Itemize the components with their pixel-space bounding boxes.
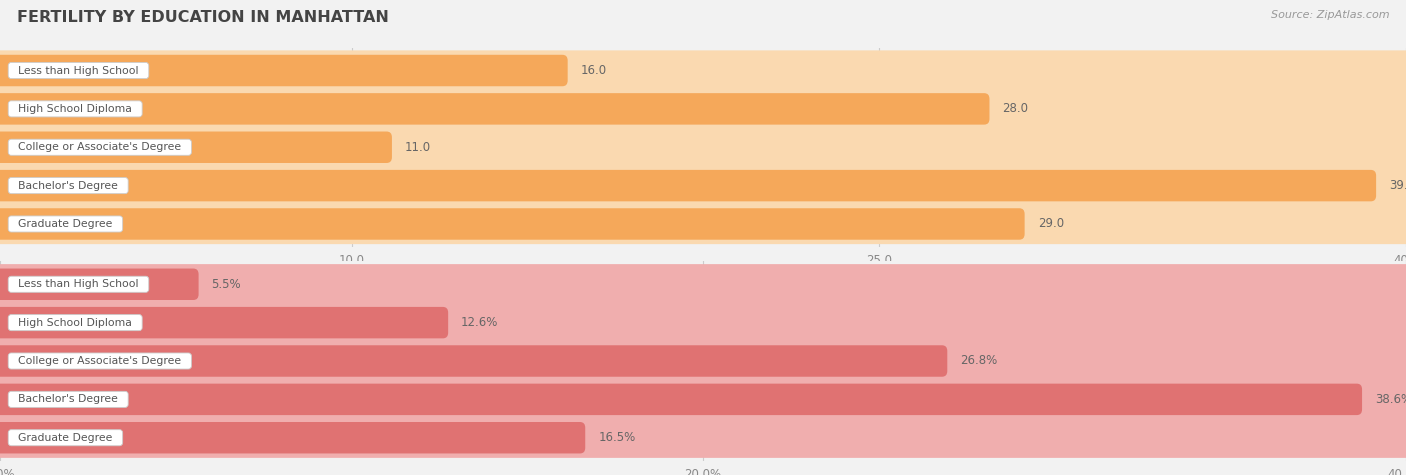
- Text: Source: ZipAtlas.com: Source: ZipAtlas.com: [1271, 10, 1389, 19]
- FancyBboxPatch shape: [0, 89, 1406, 129]
- Text: Bachelor's Degree: Bachelor's Degree: [11, 394, 125, 404]
- FancyBboxPatch shape: [0, 170, 1376, 201]
- FancyBboxPatch shape: [0, 264, 1406, 304]
- FancyBboxPatch shape: [0, 127, 1406, 167]
- Text: Less than High School: Less than High School: [11, 66, 146, 76]
- Text: Bachelor's Degree: Bachelor's Degree: [11, 180, 125, 190]
- FancyBboxPatch shape: [0, 50, 1406, 91]
- Text: FERTILITY BY EDUCATION IN MANHATTAN: FERTILITY BY EDUCATION IN MANHATTAN: [17, 10, 388, 25]
- FancyBboxPatch shape: [0, 379, 1406, 419]
- Text: High School Diploma: High School Diploma: [11, 318, 139, 328]
- FancyBboxPatch shape: [0, 384, 1362, 415]
- Text: 39.0: 39.0: [1389, 179, 1406, 192]
- FancyBboxPatch shape: [0, 345, 948, 377]
- Text: College or Associate's Degree: College or Associate's Degree: [11, 142, 188, 152]
- Text: Graduate Degree: Graduate Degree: [11, 433, 120, 443]
- Text: High School Diploma: High School Diploma: [11, 104, 139, 114]
- Text: Graduate Degree: Graduate Degree: [11, 219, 120, 229]
- FancyBboxPatch shape: [0, 165, 1406, 206]
- FancyBboxPatch shape: [0, 208, 1025, 240]
- Text: College or Associate's Degree: College or Associate's Degree: [11, 356, 188, 366]
- FancyBboxPatch shape: [0, 422, 585, 454]
- FancyBboxPatch shape: [0, 55, 568, 86]
- Text: Less than High School: Less than High School: [11, 279, 146, 289]
- Text: 5.5%: 5.5%: [211, 278, 242, 291]
- FancyBboxPatch shape: [0, 93, 990, 124]
- Text: 26.8%: 26.8%: [960, 354, 997, 368]
- Text: 28.0: 28.0: [1002, 103, 1028, 115]
- FancyBboxPatch shape: [0, 418, 1406, 458]
- Text: 38.6%: 38.6%: [1375, 393, 1406, 406]
- FancyBboxPatch shape: [0, 341, 1406, 381]
- Text: 11.0: 11.0: [405, 141, 432, 154]
- Text: 29.0: 29.0: [1038, 218, 1064, 230]
- FancyBboxPatch shape: [0, 307, 449, 338]
- Text: 16.5%: 16.5%: [599, 431, 636, 444]
- FancyBboxPatch shape: [0, 303, 1406, 343]
- Text: 12.6%: 12.6%: [461, 316, 499, 329]
- Text: 16.0: 16.0: [581, 64, 607, 77]
- FancyBboxPatch shape: [0, 204, 1406, 244]
- FancyBboxPatch shape: [0, 268, 198, 300]
- FancyBboxPatch shape: [0, 132, 392, 163]
